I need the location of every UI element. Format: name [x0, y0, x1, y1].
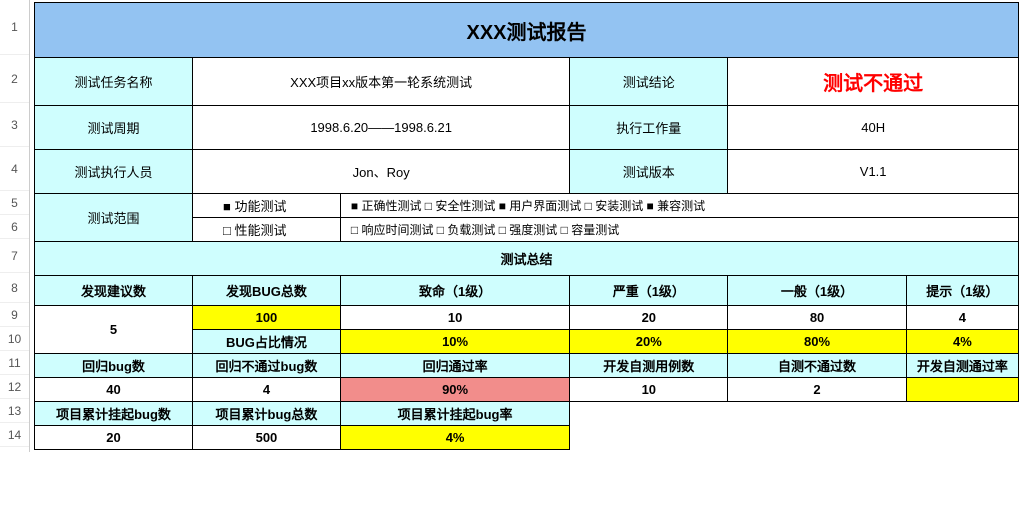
- row-number: 3: [0, 103, 29, 147]
- suggest-count: 5: [35, 306, 193, 354]
- empty-cell: [570, 402, 1019, 450]
- serious-ratio: 20%: [570, 330, 728, 354]
- serious-count: 20: [570, 306, 728, 330]
- hdr-suggest: 发现建议数: [35, 276, 193, 306]
- hdr-hint: 提示（1级）: [906, 276, 1018, 306]
- row-number: 12: [0, 375, 29, 399]
- hang-rate: 4%: [340, 426, 569, 450]
- row-number: 10: [0, 327, 29, 351]
- normal-count: 80: [728, 306, 906, 330]
- task-name-label: 测试任务名称: [35, 58, 193, 106]
- row-number: 7: [0, 239, 29, 273]
- hdr-regress: 回归bug数: [35, 354, 193, 378]
- hdr-dev-cases: 开发自测用例数: [570, 354, 728, 378]
- dev-cases-count: 10: [570, 378, 728, 402]
- version-label: 测试版本: [570, 150, 728, 194]
- func-test-label: ■ 功能测试: [193, 194, 341, 218]
- scope-label: 测试范围: [35, 194, 193, 242]
- regress-fail-count: 4: [193, 378, 341, 402]
- fatal-count: 10: [340, 306, 569, 330]
- period-value: 1998.6.20——1998.6.21: [193, 106, 570, 150]
- hint-ratio: 4%: [906, 330, 1018, 354]
- hdr-bug-total: 发现BUG总数: [193, 276, 341, 306]
- summary-title: 测试总结: [35, 242, 1019, 276]
- regress-rate: 90%: [340, 378, 569, 402]
- row-number: 11: [0, 351, 29, 375]
- hdr-dev-fail: 自测不通过数: [728, 354, 906, 378]
- workload-value: 40H: [728, 106, 1019, 150]
- row-number: 6: [0, 215, 29, 239]
- report-title: XXX测试报告: [35, 3, 1019, 58]
- workload-label: 执行工作量: [570, 106, 728, 150]
- normal-ratio: 80%: [728, 330, 906, 354]
- version-value: V1.1: [728, 150, 1019, 194]
- dev-rate: [906, 378, 1018, 402]
- hdr-normal: 一般（1级）: [728, 276, 906, 306]
- bug-total-count: 100: [193, 306, 341, 330]
- hdr-regress-rate: 回归通过率: [340, 354, 569, 378]
- hang-count: 20: [35, 426, 193, 450]
- hdr-hang-rate: 项目累计挂起bug率: [340, 402, 569, 426]
- hint-count: 4: [906, 306, 1018, 330]
- perf-test-label: □ 性能测试: [193, 218, 341, 242]
- hdr-serious: 严重（1级）: [570, 276, 728, 306]
- exec-value: Jon、Roy: [193, 150, 570, 194]
- dev-fail-count: 2: [728, 378, 906, 402]
- row-number: 5: [0, 191, 29, 215]
- conclusion-value: 测试不通过: [728, 58, 1019, 106]
- row-number: 8: [0, 273, 29, 303]
- regress-count: 40: [35, 378, 193, 402]
- task-name-value: XXX项目xx版本第一轮系统测试: [193, 58, 570, 106]
- hdr-total-bugs: 项目累计bug总数: [193, 402, 341, 426]
- exec-label: 测试执行人员: [35, 150, 193, 194]
- perf-test-list: □ 响应时间测试 □ 负载测试 □ 强度测试 □ 容量测试: [340, 218, 1018, 242]
- period-label: 测试周期: [35, 106, 193, 150]
- row-number: 1: [0, 0, 29, 55]
- total-count: 500: [193, 426, 341, 450]
- hdr-hang-bugs: 项目累计挂起bug数: [35, 402, 193, 426]
- fatal-ratio: 10%: [340, 330, 569, 354]
- hdr-regress-fail: 回归不通过bug数: [193, 354, 341, 378]
- row-number: 2: [0, 55, 29, 103]
- hdr-fatal: 致命（1级）: [340, 276, 569, 306]
- ratio-label: BUG占比情况: [193, 330, 341, 354]
- func-test-list: ■ 正确性测试 □ 安全性测试 ■ 用户界面测试 □ 安装测试 ■ 兼容测试: [340, 194, 1018, 218]
- row-number: 14: [0, 423, 29, 447]
- row-number: 9: [0, 303, 29, 327]
- hdr-dev-rate: 开发自测通过率: [906, 354, 1018, 378]
- conclusion-label: 测试结论: [570, 58, 728, 106]
- row-number: 13: [0, 399, 29, 423]
- row-number: 4: [0, 147, 29, 191]
